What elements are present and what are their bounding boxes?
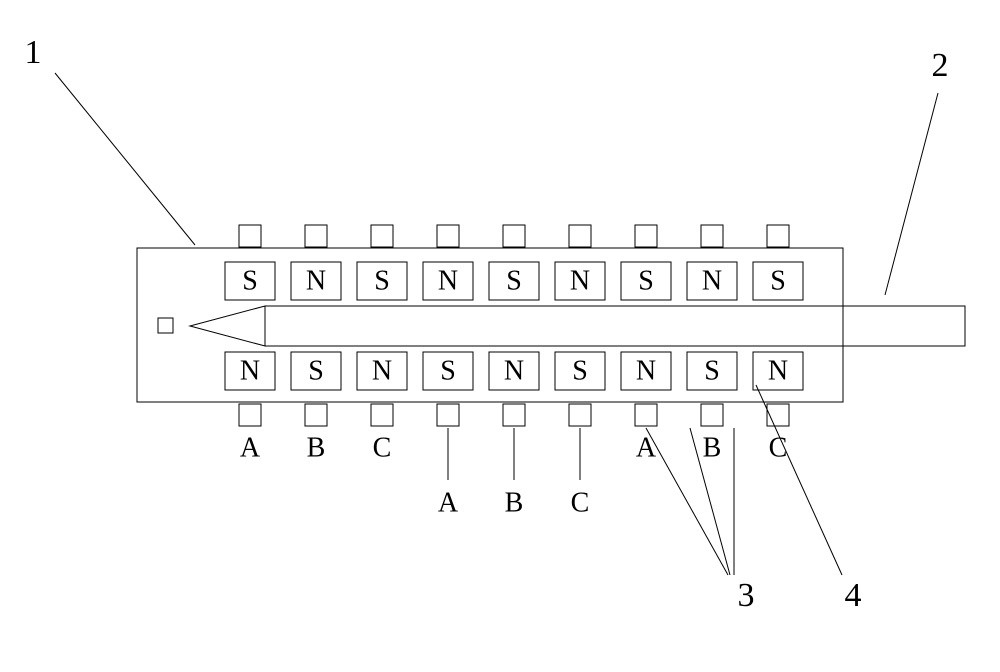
coil-slot-top <box>503 225 525 247</box>
magnet-pole-label: S <box>572 355 588 386</box>
coil-slot-top <box>767 225 789 247</box>
magnet-pole-label: N <box>372 355 392 386</box>
callout-number: 4 <box>845 577 862 614</box>
coil-slot-bottom <box>701 404 723 426</box>
callout-number: 3 <box>738 577 755 614</box>
magnet-pole-label: N <box>768 355 788 386</box>
phase-label: A <box>240 432 261 463</box>
phase-label: C <box>373 432 392 463</box>
magnet-pole-label: S <box>506 265 522 296</box>
phase-label: A <box>438 487 459 518</box>
coil-slot-top <box>569 225 591 247</box>
phase-label: B <box>703 432 722 463</box>
shaft-tip <box>190 306 265 346</box>
coil-slot-bottom <box>635 404 657 426</box>
coil-slot-bottom <box>767 404 789 426</box>
magnet-pole-label: N <box>702 265 722 296</box>
magnet-pole-label: S <box>704 355 720 386</box>
coil-slot-top <box>371 225 393 247</box>
magnet-pole-label: N <box>636 355 656 386</box>
magnet-pole-label: N <box>504 355 524 386</box>
magnet-pole-label: N <box>438 265 458 296</box>
shaft-body <box>265 306 965 346</box>
coil-slot-bottom <box>305 404 327 426</box>
magnet-pole-label: S <box>638 265 654 296</box>
coil-slot-bottom <box>239 404 261 426</box>
callout-leader <box>55 73 195 245</box>
shaft-tip-cap <box>158 318 173 333</box>
coil-slot-bottom <box>437 404 459 426</box>
coil-slot-bottom <box>371 404 393 426</box>
magnet-pole-label: N <box>240 355 260 386</box>
magnet-pole-label: N <box>306 265 326 296</box>
magnet-pole-label: S <box>308 355 324 386</box>
magnet-pole-label: S <box>374 265 390 296</box>
phase-label: C <box>571 487 590 518</box>
magnet-pole-label: S <box>770 265 786 296</box>
coil-slot-top <box>635 225 657 247</box>
callout-leader <box>756 385 842 575</box>
phase-label: A <box>636 432 657 463</box>
coil-slot-bottom <box>569 404 591 426</box>
coil-slot-top <box>701 225 723 247</box>
magnet-pole-label: N <box>570 265 590 296</box>
phase-label: B <box>307 432 326 463</box>
coil-slot-top <box>437 225 459 247</box>
phase-label: B <box>505 487 524 518</box>
magnet-pole-label: S <box>242 265 258 296</box>
coil-slot-top <box>239 225 261 247</box>
coil-slot-bottom <box>503 404 525 426</box>
coil-slot-top <box>305 225 327 247</box>
callout-number: 1 <box>25 34 42 71</box>
magnet-pole-label: S <box>440 355 456 386</box>
callout-number: 2 <box>932 47 949 84</box>
callout-leader <box>885 93 938 295</box>
